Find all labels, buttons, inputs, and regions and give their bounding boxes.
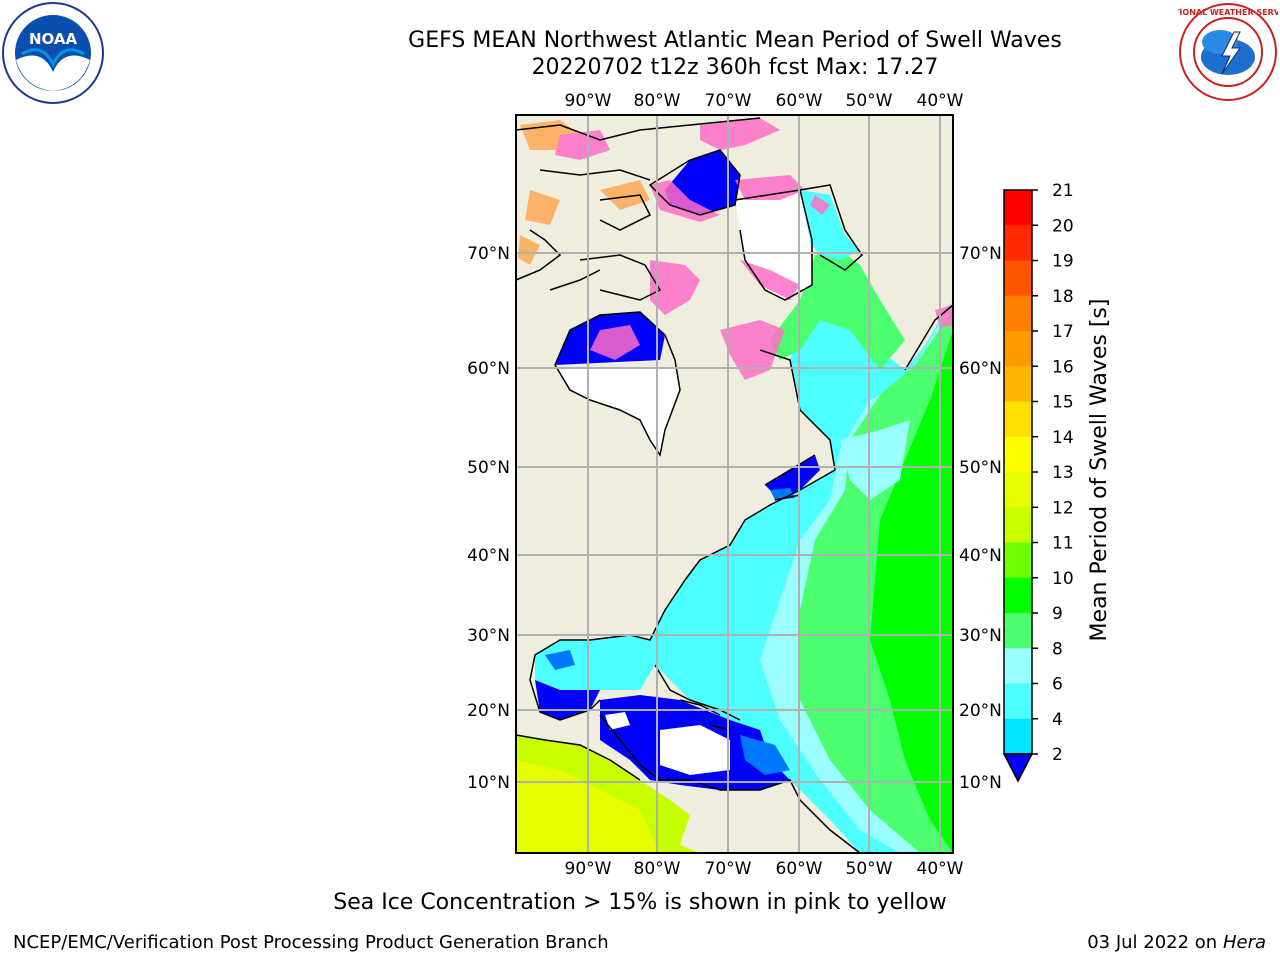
colorbar-tick-label: 14: [1052, 428, 1074, 448]
lat-label: 70°N: [467, 244, 510, 264]
lon-label: 50°W: [846, 859, 893, 879]
map-frame: [515, 114, 954, 854]
colorbar-tick-label: 6: [1052, 675, 1063, 695]
colorbar-tick-label: 19: [1052, 252, 1074, 272]
lat-label: 60°N: [467, 359, 510, 379]
footer-date: 03 Jul 2022 on Hera: [1087, 932, 1266, 953]
map-subtitle: 20220702 t12z 360h fcst Max: 17.27: [531, 55, 939, 80]
colorbar-tick-label: 21: [1052, 181, 1074, 201]
colorbar-segment: [1004, 190, 1032, 226]
colorbar-tick-label: 16: [1052, 357, 1074, 377]
lat-label: 20°N: [959, 701, 1002, 721]
colorbar-tick-label: 4: [1052, 710, 1063, 730]
sea-ice-note: Sea Ice Concentration > 15% is shown in …: [333, 890, 947, 915]
labrador-sea-field: [770, 250, 905, 370]
lon-label: 80°W: [634, 91, 681, 111]
hudson-bay-white: [555, 368, 680, 455]
lon-label: 90°W: [565, 859, 612, 879]
colorbar-segment: [1004, 648, 1032, 684]
ocean-cyan-coastal-band: [840, 420, 910, 500]
lat-labels-left: 70°N 60°N 50°N 40°N 30°N 20°N 10°N: [467, 244, 510, 793]
lon-label: 40°W: [917, 91, 964, 111]
lon-label: 40°W: [917, 859, 964, 879]
footer-date-text: 03 Jul 2022 on: [1087, 932, 1218, 953]
nws-ring-text: NATIONAL WEATHER SERVICE: [1178, 8, 1278, 17]
colorbar-tick-label: 17: [1052, 322, 1074, 342]
colorbar-segment: [1004, 295, 1032, 332]
graticule: [516, 115, 953, 853]
lat-label: 20°N: [467, 701, 510, 721]
lat-label: 50°N: [959, 458, 1002, 478]
colorbar-segment: [1004, 542, 1032, 579]
colorbar-tick-label: 15: [1052, 393, 1074, 413]
colorbar-tick-label: 8: [1052, 639, 1063, 659]
lat-label: 30°N: [959, 626, 1002, 646]
lat-label: 60°N: [959, 359, 1002, 379]
ocean-green-band-2: [870, 330, 953, 853]
colorbar-segment: [1004, 613, 1032, 649]
lat-labels-right: 70°N 60°N 50°N 40°N 30°N 20°N 10°N: [959, 244, 1002, 793]
colorbar-tick-label: 13: [1052, 463, 1074, 483]
colorbar-tick-label: 11: [1052, 534, 1074, 554]
lon-label: 60°W: [776, 859, 823, 879]
colorbar-segment: [1004, 436, 1032, 473]
lon-label: 90°W: [565, 91, 612, 111]
footer-credit: NCEP/EMC/Verification Post Processing Pr…: [13, 932, 609, 953]
map-panel: [516, 115, 953, 853]
colorbar-segment: [1004, 331, 1032, 367]
colorbar-segment: [1004, 577, 1032, 614]
colorbar-segment: [1004, 225, 1032, 261]
lat-label: 40°N: [467, 546, 510, 566]
caribbean-white: [660, 725, 730, 775]
sea-ice-patches: [518, 118, 953, 380]
footer-host: Hera: [1222, 932, 1266, 953]
colorbar-segment: [1004, 507, 1032, 543]
coastlines: [516, 117, 953, 853]
colorbar-tick-label: 10: [1052, 569, 1074, 589]
lon-label: 50°W: [846, 91, 893, 111]
colorbar-tick-label: 2: [1052, 745, 1063, 765]
colorbar-tick-label: 9: [1052, 604, 1063, 624]
lat-label: 10°N: [467, 773, 510, 793]
colorbar-segment: [1004, 366, 1032, 402]
gulf-blue-mid: [545, 650, 575, 670]
colorbar-tick-label: 12: [1052, 498, 1074, 518]
lon-label: 60°W: [776, 91, 823, 111]
nws-logo: NATIONAL WEATHER SERVICE: [1178, 3, 1278, 101]
colorbar-segment: [1004, 260, 1032, 297]
lat-label: 50°N: [467, 458, 510, 478]
lon-labels-bottom: 90°W 80°W 70°W 60°W 50°W 40°W: [565, 859, 964, 879]
lat-label: 40°N: [959, 546, 1002, 566]
colorbar-segment: [1004, 718, 1032, 755]
colorbar-tick-label: 18: [1052, 287, 1074, 307]
map-title: GEFS MEAN Northwest Atlantic Mean Period…: [408, 28, 1062, 53]
colorbar-extend-arrow: [1002, 753, 1034, 783]
lat-label: 70°N: [959, 244, 1002, 264]
colorbar: 21 20 19 18 17 16 15 14 13 12 11 10 9 8 6 4 2: [1002, 181, 1074, 783]
colorbar-segment: [1004, 401, 1032, 438]
caribbean-light: [740, 735, 790, 775]
caribbean-white-2: [605, 712, 630, 730]
lon-label: 70°W: [705, 859, 752, 879]
noaa-logo: NOAA: [2, 2, 104, 104]
lat-label: 10°N: [959, 773, 1002, 793]
colorbar-segment: [1004, 683, 1032, 720]
lat-label: 30°N: [467, 626, 510, 646]
noaa-logo-text: NOAA: [29, 30, 78, 48]
lon-labels-top: 90°W 80°W 70°W 60°W 50°W 40°W: [565, 91, 964, 111]
colorbar-segment: [1004, 472, 1032, 508]
colorbar-label: Mean Period of Swell Waves [s]: [1087, 299, 1112, 642]
lon-label: 80°W: [634, 859, 681, 879]
lon-label: 70°W: [705, 91, 752, 111]
colorbar-tick-label: 20: [1052, 216, 1074, 236]
